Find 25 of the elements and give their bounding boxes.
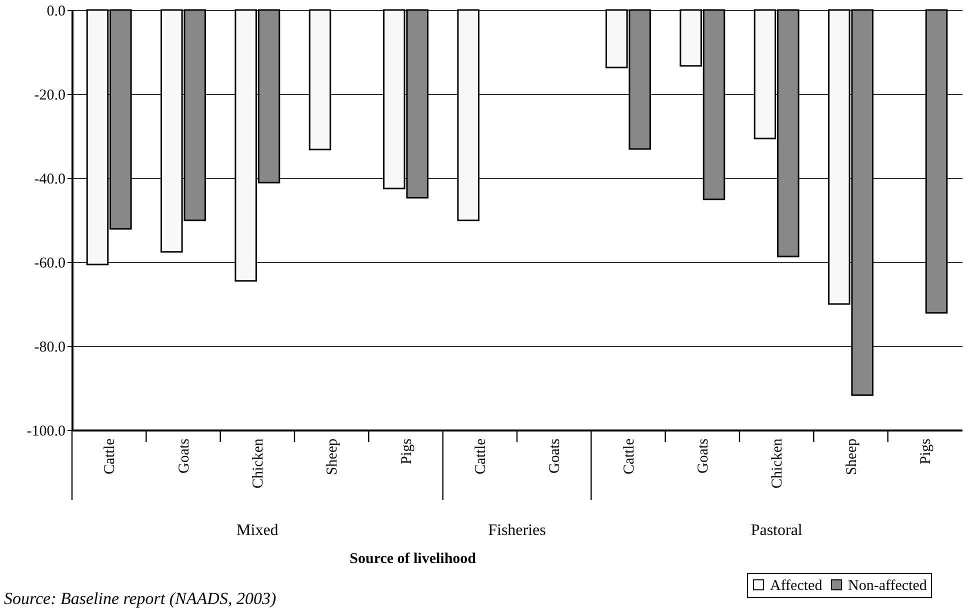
- source-note: Source: Baseline report (NAADS, 2003): [4, 589, 276, 608]
- legend-label: Non-affected: [848, 578, 928, 594]
- x-tick-label: Pigs: [918, 438, 934, 464]
- text: Fisheries: [488, 522, 546, 539]
- x-tick-label: Sheep: [324, 438, 341, 476]
- text: Pastoral: [750, 522, 803, 539]
- y-tick-label: -100.0: [26, 424, 66, 440]
- x-tick-label: Chicken: [770, 438, 786, 488]
- y-tick-label: 0.0: [46, 4, 66, 20]
- x-tick-label: Pigs: [398, 438, 415, 464]
- text: Mixed: [236, 522, 278, 539]
- x-axis-title: Source of livelihood: [350, 551, 477, 567]
- y-tick-label: -80.0: [34, 340, 66, 356]
- x-tick-label: Goats: [695, 438, 712, 474]
- x-tick-label: Chicken: [250, 438, 266, 488]
- x-tick-label: Cattle: [102, 438, 118, 474]
- x-tick-label: Cattle: [472, 438, 489, 474]
- y-tick-label: -20.0: [34, 88, 66, 104]
- y-tick-label: -60.0: [34, 256, 66, 272]
- x-tick-label: Goats: [547, 438, 564, 474]
- x-tick-label: Cattle: [621, 438, 638, 474]
- y-tick-label: -40.0: [34, 172, 66, 188]
- x-tick-label: Goats: [176, 438, 192, 474]
- legend-label: Affected: [770, 578, 823, 594]
- x-tick-label: Sheep: [844, 438, 860, 476]
